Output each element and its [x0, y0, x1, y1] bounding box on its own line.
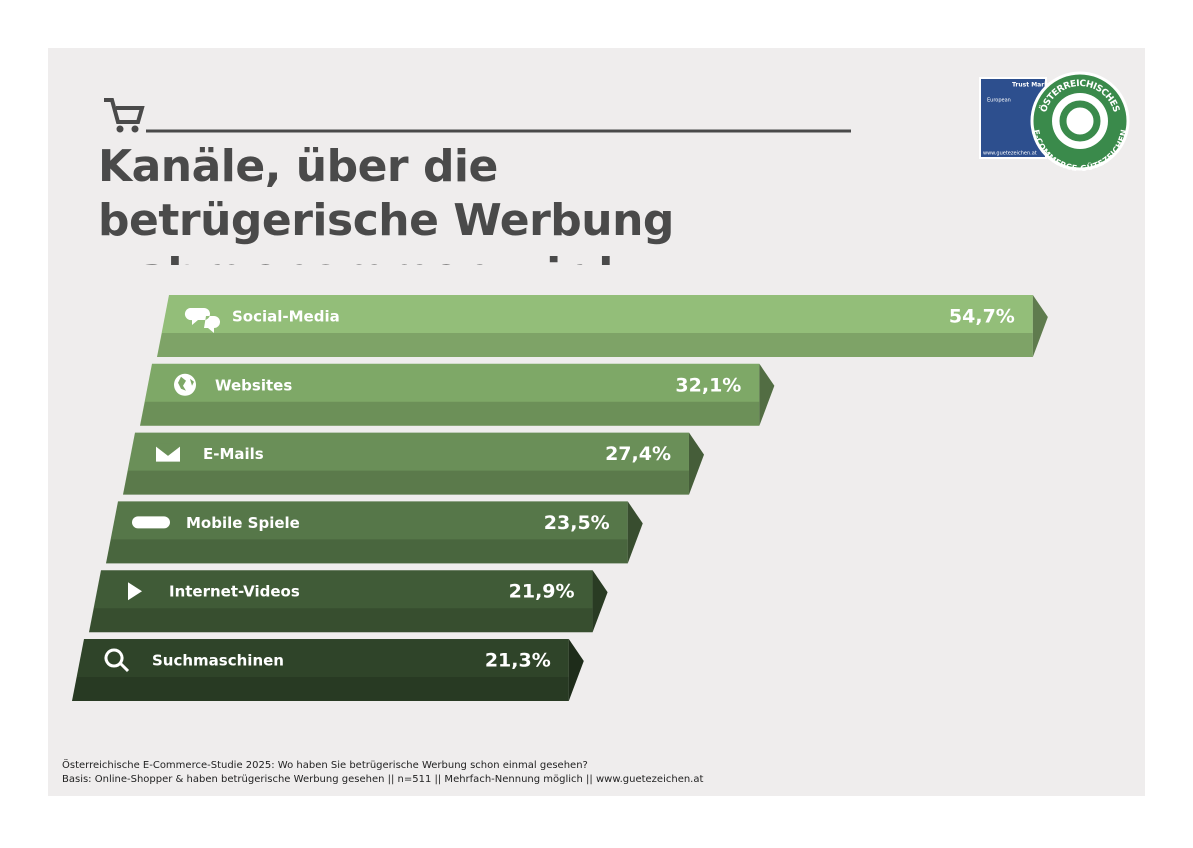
footnote: Österreichische E-Commerce-Studie 2025: …: [62, 758, 588, 771]
logo-text: European: [987, 98, 1011, 104]
category-label: Mobile Spiele: [186, 514, 300, 532]
icon: [132, 516, 170, 529]
bar-side: [688, 432, 704, 495]
bar-shade: [157, 333, 1033, 357]
bar: [72, 639, 569, 701]
icon: [104, 648, 130, 673]
title-box: Kanäle, über die betrügerische Werbung w…: [98, 141, 674, 265]
chart-title: Kanäle, über die betrügerische Werbung w…: [98, 141, 674, 265]
logo-text: Trust Mark: [1012, 82, 1049, 89]
bar: [123, 432, 689, 495]
category-label: Websites: [215, 376, 292, 394]
bar: [106, 501, 628, 564]
bar-shade: [89, 608, 593, 633]
bar-side-shade: [759, 363, 775, 426]
category-label: Social-Media: [232, 308, 340, 326]
bar-group: E-Mails 27,4%: [123, 432, 704, 495]
bar: [157, 295, 1033, 357]
bar-side-shade: [627, 501, 643, 564]
bar-side-shade: [592, 570, 608, 633]
bar-side-shade: [568, 639, 584, 701]
category-label: E-Mails: [203, 445, 264, 463]
bar-side: [627, 501, 643, 564]
bar-shade: [106, 539, 628, 564]
value-label: 27,4%: [605, 443, 671, 465]
value-label: 32,1%: [675, 374, 741, 396]
bar-side: [592, 570, 608, 633]
icon: [184, 308, 220, 333]
logo-text: www.guetezeichen.at: [983, 151, 1037, 157]
footnote: Basis: Online-Shopper & haben betrügeris…: [62, 774, 703, 785]
bar-group: Social-Media 54,7%: [157, 295, 1048, 357]
cart-icon: [104, 98, 145, 133]
bar-group: Websites 32,1%: [140, 363, 775, 426]
value-label: 21,3%: [485, 650, 551, 672]
bar-side-shade: [688, 432, 704, 495]
value-label: 21,9%: [509, 581, 575, 603]
bar-side: [759, 363, 775, 426]
bar: [89, 570, 593, 633]
bar: [140, 363, 760, 426]
value-label: 54,7%: [949, 306, 1015, 328]
bar-side: [568, 639, 584, 701]
bar-shade: [72, 677, 569, 701]
logo: Trust Mark European www.guetezeichen.at …: [979, 71, 1130, 173]
category-label: Internet-Videos: [169, 583, 300, 601]
bar-group: Suchmaschinen 21,3%: [72, 639, 584, 701]
bar-shade: [123, 470, 689, 495]
icon: [154, 443, 182, 464]
bar-side: [1032, 295, 1048, 357]
category-label: Suchmaschinen: [152, 652, 284, 670]
bar-group: Internet-Videos 21,9%: [89, 570, 608, 633]
icon: [174, 373, 197, 396]
badge-e: [1059, 100, 1101, 142]
value-label: 23,5%: [544, 512, 610, 534]
bar-side-shade: [1032, 295, 1048, 357]
icon: [128, 582, 142, 601]
bar-group: Mobile Spiele 23,5%: [106, 501, 643, 564]
bar-shade: [140, 401, 760, 426]
